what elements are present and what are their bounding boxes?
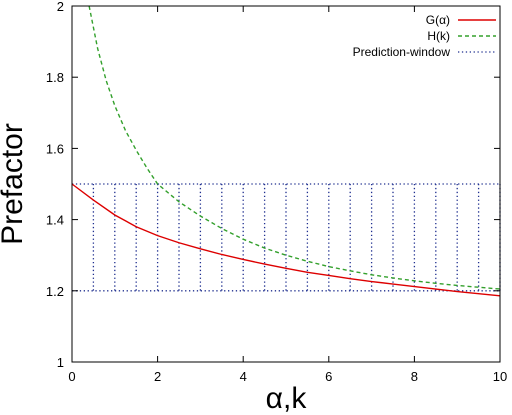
x-tick-label: 10 <box>493 369 507 384</box>
series-g-line <box>71 183 501 297</box>
legend-label-h: H(k) <box>427 29 450 43</box>
x-tick-label: 2 <box>154 369 161 384</box>
x-tick-label: 8 <box>411 369 418 384</box>
legend-label-g: G(α) <box>426 13 450 27</box>
y-tick-label: 1.8 <box>46 70 64 85</box>
legend-label-window: Prediction-window <box>353 45 451 59</box>
axis-ticks: 0 2 4 6 8 10 1 1.2 1.4 1.6 1.8 2 <box>46 0 507 384</box>
x-axis-title: α,k <box>266 382 308 415</box>
y-axis-title: Prefactor <box>0 123 29 245</box>
plot-frame <box>71 5 501 363</box>
y-tick-label: 1.6 <box>46 141 64 156</box>
plot-lines <box>71 5 501 297</box>
x-tick-label: 4 <box>240 369 247 384</box>
y-tick-label: 1.4 <box>46 213 64 228</box>
y-tick-label: 1 <box>57 355 64 370</box>
x-tick-label: 6 <box>325 369 332 384</box>
y-tick-label: 2 <box>57 0 64 14</box>
y-tick-label: 1.2 <box>46 284 64 299</box>
legend: G(α) H(k) Prediction-window <box>353 13 496 59</box>
x-tick-label: 0 <box>68 369 75 384</box>
